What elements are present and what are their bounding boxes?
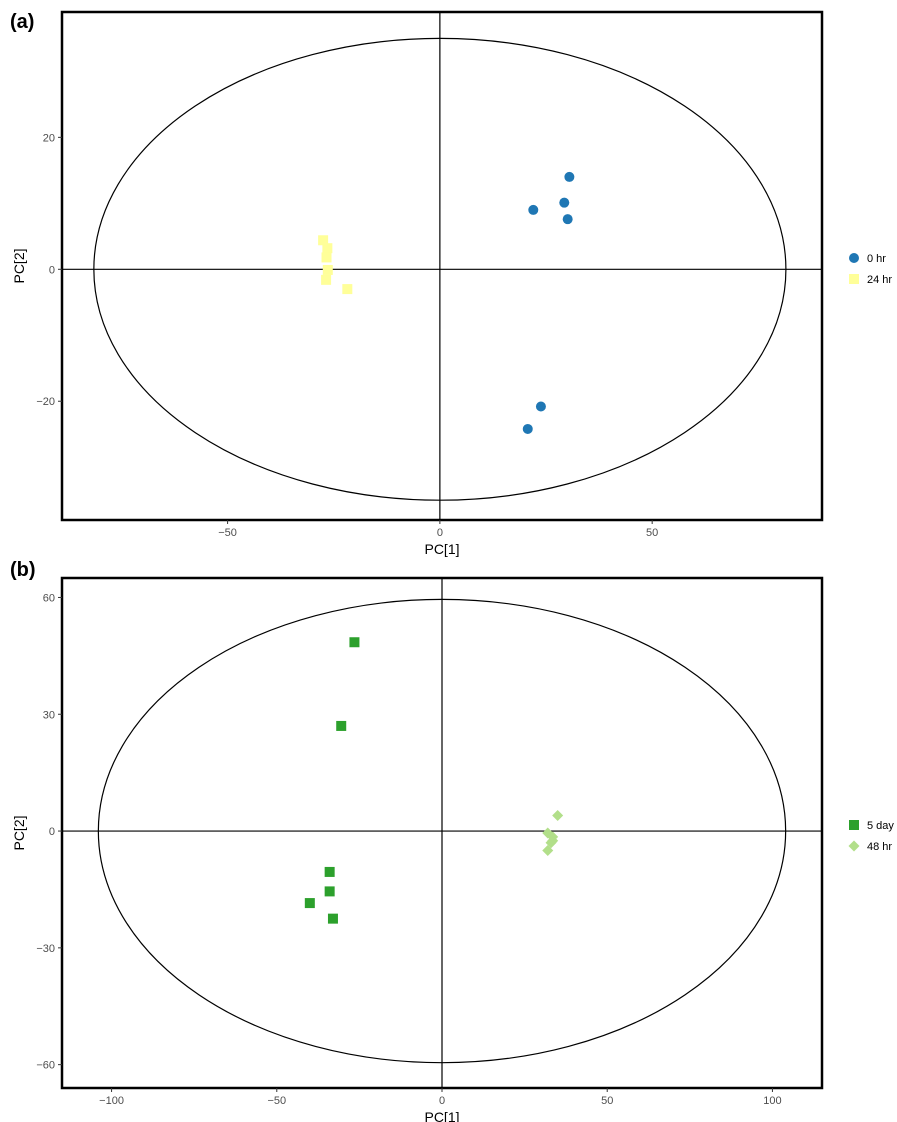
x-tick-label: 0 — [439, 1095, 445, 1107]
y-tick-label: 0 — [49, 826, 55, 838]
data-point-5-day — [324, 886, 335, 897]
x-tick-label: 50 — [601, 1095, 613, 1107]
y-axis-title: PC[2] — [11, 248, 27, 283]
legend-key-0-hr — [849, 253, 859, 263]
data-point-5-day — [304, 898, 315, 909]
legend-key-48-hr — [848, 840, 860, 852]
data-point-0-hr — [528, 204, 539, 215]
data-point-24-hr — [322, 264, 333, 275]
y-tick-label: 20 — [43, 132, 55, 144]
data-point-48-hr — [542, 845, 554, 857]
data-point-5-day — [327, 913, 338, 924]
x-axis-title: PC[1] — [424, 541, 459, 557]
y-tick-label: 30 — [43, 709, 55, 721]
x-tick-label: −50 — [267, 1095, 286, 1107]
data-point-0-hr — [535, 401, 546, 412]
y-tick-label: 60 — [43, 592, 55, 604]
y-tick-label: −30 — [36, 943, 55, 955]
legend-label: 24 hr — [867, 274, 892, 286]
panel-b: (b) −100 −50 0 50 100 −60 −30 0 30 60 PC[1] PC[2] 5 d… — [10, 559, 894, 1122]
data-point-0-hr — [522, 423, 533, 434]
legend-key-24-hr — [849, 274, 859, 284]
data-point-5-day — [349, 637, 360, 648]
data-point-5-day — [324, 866, 335, 877]
legend-label: 0 hr — [867, 253, 886, 265]
data-point-24-hr — [321, 252, 332, 263]
panel-label: (b) — [10, 559, 36, 581]
x-axis-title: PC[1] — [424, 1109, 459, 1122]
y-axis-title: PC[2] — [11, 815, 27, 850]
x-tick-label: 50 — [646, 527, 658, 539]
panel-label: (a) — [10, 11, 34, 33]
legend-label: 48 hr — [867, 841, 892, 853]
x-tick-label: 100 — [763, 1095, 781, 1107]
plot-frame — [60, 10, 824, 522]
legend-label: 5 day — [867, 820, 894, 832]
x-tick-label: −50 — [218, 527, 237, 539]
data-point-24-hr — [321, 274, 332, 285]
x-tick-label: 0 — [437, 527, 443, 539]
y-tick-label: −20 — [36, 396, 55, 408]
legend-key-5-day — [849, 820, 859, 830]
data-point-48-hr — [545, 837, 557, 849]
data-point-5-day — [336, 720, 347, 731]
data-point-24-hr — [318, 235, 329, 246]
y-tick-label: −60 — [36, 1060, 55, 1072]
data-point-24-hr — [342, 284, 353, 295]
y-tick-label: 0 — [49, 264, 55, 276]
data-point-0-hr — [564, 171, 575, 182]
data-point-0-hr — [559, 197, 570, 208]
panel-a: (a) −50 0 50 −20 0 20 PC[1] PC[2] 0 hr 24 hr — [10, 10, 892, 557]
x-tick-label: −100 — [99, 1095, 124, 1107]
data-point-0-hr — [562, 214, 573, 225]
data-point-48-hr — [552, 809, 564, 821]
data-point-24-hr — [322, 243, 333, 254]
